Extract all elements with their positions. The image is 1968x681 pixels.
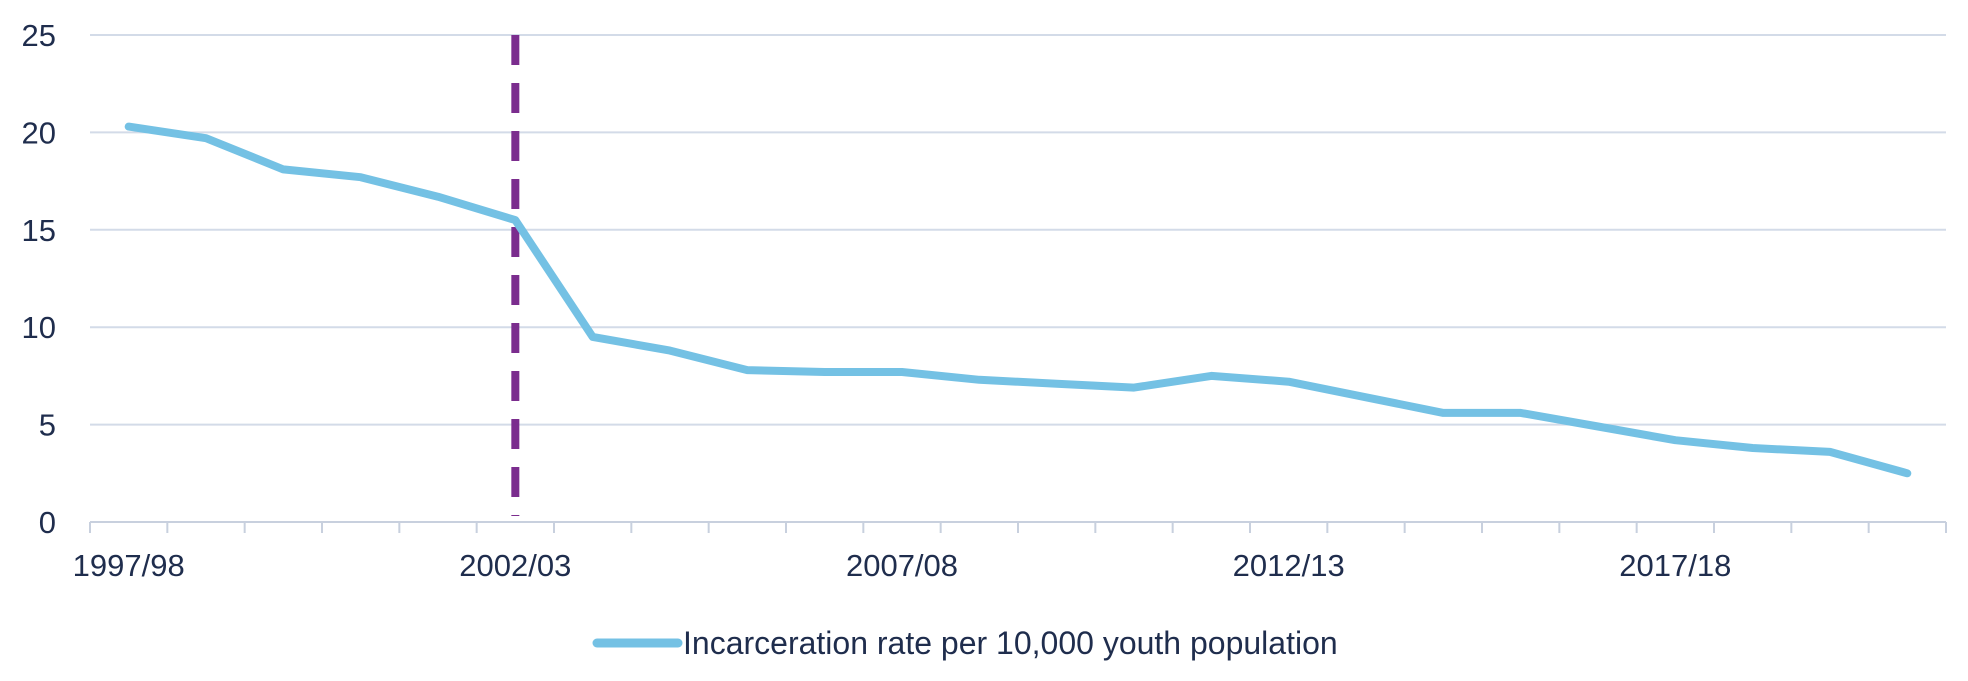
series-layer [124, 122, 1912, 478]
y-tick-label: 25 [22, 18, 56, 53]
y-tick-label: 5 [39, 408, 56, 443]
axes [89, 521, 1947, 533]
x-tick-label: 2002/03 [459, 548, 571, 583]
y-tick-label: 20 [22, 115, 56, 150]
series-line [124, 122, 1912, 478]
legend-label: Incarceration rate per 10,000 youth popu… [683, 625, 1338, 661]
x-tick-labels: 1997/98 2002/03 2007/08 2012/13 2017/18 [73, 548, 1732, 583]
y-tick-labels: 0 5 10 15 20 25 [22, 18, 56, 540]
x-tick-label: 2017/18 [1619, 548, 1731, 583]
gridlines [90, 34, 1946, 426]
x-tick-label: 1997/98 [73, 548, 185, 583]
x-tick-label: 2012/13 [1233, 548, 1345, 583]
legend: Incarceration rate per 10,000 youth popu… [592, 625, 1338, 661]
y-tick-label: 15 [22, 213, 56, 248]
y-tick-label: 10 [22, 310, 56, 345]
x-tick-label: 2007/08 [846, 548, 958, 583]
y-tick-label: 0 [39, 505, 56, 540]
